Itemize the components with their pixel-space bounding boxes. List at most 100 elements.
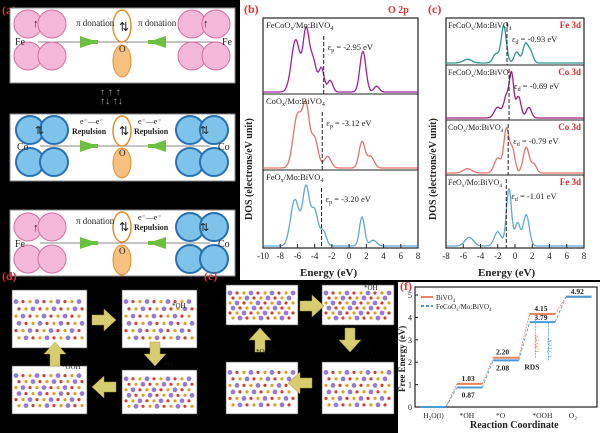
energy-connector [554, 296, 567, 315]
f-ytick: 0 [408, 403, 412, 412]
b-xtick: 4 [381, 251, 386, 261]
val-2.20: 2.20 [496, 348, 509, 357]
dos-label-2: FeOx/Mo:BiVO4 [266, 172, 323, 184]
svg-text:π donation: π donation [76, 216, 115, 226]
d-band-center-value-1: εd = -0.69 eV [514, 81, 560, 93]
d-band-center-value-3: εd = -1.01 eV [511, 191, 557, 203]
legend-label-1: FeCoOx/Mo:BiVO4 [436, 303, 492, 313]
panel-f-ylabel: Free Energy (eV) [397, 326, 407, 392]
atomic-slab [225, 361, 299, 415]
atomic-slab [321, 361, 395, 415]
c-xtick: 2 [530, 251, 535, 261]
val-4.15: 4.15 [534, 304, 547, 313]
svg-text:⇅: ⇅ [200, 125, 209, 137]
b-xtick: 8 [416, 251, 421, 261]
free-energy-chart: 0 1 2 3 4 5 H2O(l) *OH *O *OOH O2 1.03 0.87 2.20 2.08 4… [408, 287, 592, 422]
orbital-tag-3: Fe 3d [560, 177, 581, 187]
dos3d-curve-1 [446, 70, 584, 119]
orbital-tag-0: Fe 3d [560, 20, 581, 30]
f-xtick-0: H2O(l) [423, 411, 444, 422]
panel-f-frame [414, 286, 598, 408]
energy-connector [518, 313, 531, 358]
svg-text:e⁻—e⁻: e⁻—e⁻ [138, 213, 162, 222]
svg-text:e⁻—e⁻: e⁻—e⁻ [138, 117, 162, 126]
svg-text:O: O [119, 44, 126, 54]
svg-text:O: O [119, 148, 126, 158]
repulsion-label: Repulsion [134, 127, 169, 136]
f-ytick: 2 [408, 358, 412, 367]
svg-text:*OOH: *OOH [256, 348, 275, 356]
rds-label: RDS [524, 363, 539, 372]
svg-text:⇅: ⇅ [35, 125, 44, 137]
d-band-center-value-0: εd = -0.93 eV [512, 34, 558, 46]
atomic-slab [321, 284, 395, 326]
dos3d-label-0: FeCoOx/Mo:BiVO4 [448, 21, 512, 32]
f-ytick: 3 [408, 336, 412, 345]
energy-connector [481, 357, 494, 385]
svg-text:↑: ↑ [33, 222, 39, 234]
svg-text:e⁻—e⁻: e⁻—e⁻ [80, 117, 104, 126]
c-xtick: 6 [565, 251, 570, 261]
panel-c-background [425, 0, 600, 280]
c-xtick: 0 [513, 251, 518, 261]
dos3d-curve-0 [446, 25, 584, 64]
panel-b-frame [262, 17, 419, 249]
svg-text:Co: Co [218, 142, 230, 153]
band-center-value-0: εp = -2.95 eV [328, 42, 374, 54]
dos-curve-0 [263, 25, 418, 93]
panel-c-xlabel: Energy (eV) [478, 267, 535, 279]
panel-c-curves [446, 22, 584, 248]
svg-text:⇅: ⇅ [200, 222, 209, 234]
f-xtick-1: *OH [460, 411, 475, 420]
svg-text:↑: ↑ [203, 18, 209, 30]
f-xtick-4: O2 [569, 411, 577, 422]
panel-e-slabs [225, 284, 395, 415]
dos3d-label-3: FeOx/Mo:BiVO4 [448, 178, 502, 189]
atomic-slab [11, 289, 88, 349]
fe-left-label: Fe [15, 37, 26, 48]
dos-curve-2 [263, 184, 418, 247]
f-ytick: 1 [408, 381, 412, 390]
orbital-diagram-co-o-co: ⇅ ⇅ ⇅ Co Co O e⁻—e⁻ Repulsion e⁻—e⁻ Repu… [9, 113, 236, 182]
panel-e-arrows [248, 294, 362, 395]
repulsion-label: Repulsion [72, 127, 107, 136]
dos3d-curve-3 [446, 187, 584, 247]
b-xtick: -4 [311, 251, 319, 261]
o2p-tag: O 2p [388, 5, 409, 16]
b-xtick: 6 [399, 251, 404, 261]
panel-label-b: (b) [244, 2, 259, 16]
energy-connector [518, 321, 531, 361]
panel-label-e: (e) [204, 269, 217, 283]
panel-c-ylabel: DOS (electrons/eV unit) [428, 118, 439, 220]
f-ytick: 4 [408, 313, 412, 322]
svg-text:↑↓ ↑↓: ↑↓ ↑↓ [100, 96, 123, 107]
b-xtick: -8 [276, 251, 284, 261]
c-xtick: -4 [477, 251, 485, 261]
energy-connector [445, 383, 458, 408]
atomic-slab [11, 365, 88, 415]
dos-curve-1 [263, 100, 418, 169]
svg-text:⇅: ⇅ [119, 220, 129, 234]
pi-donation-label: π donation [76, 18, 115, 28]
atomic-slab [121, 369, 198, 415]
svg-text:*OH: *OH [364, 284, 378, 292]
dos-label-1: CoOx/Mo:BiVO4 [266, 96, 325, 108]
fe-right-label: Fe [222, 37, 233, 48]
panel-f-xlabel: Reaction Coordinate [470, 420, 559, 431]
delta-1.95: 1.95 eV [534, 334, 540, 354]
svg-text:Fe: Fe [15, 239, 26, 250]
c-xtick: -8 [442, 251, 450, 261]
b-xtick: -2 [328, 251, 336, 261]
panel-d-arrows [43, 308, 167, 399]
f-ytick: 5 [408, 291, 412, 300]
band-center-value-2: εp = -3.20 eV [326, 194, 372, 206]
panel-b-ylabel: DOS (electrons/eV unit) [244, 118, 255, 220]
dos3d-curve-2 [446, 126, 584, 174]
panel-b-background [240, 0, 425, 280]
dos3d-label-2: CoOx/Mo:BiVO4 [448, 123, 504, 134]
c-xtick: 4 [547, 251, 552, 261]
svg-text:O: O [119, 246, 126, 256]
c-xtick: 8 [582, 251, 587, 261]
energy-connector [445, 387, 458, 408]
